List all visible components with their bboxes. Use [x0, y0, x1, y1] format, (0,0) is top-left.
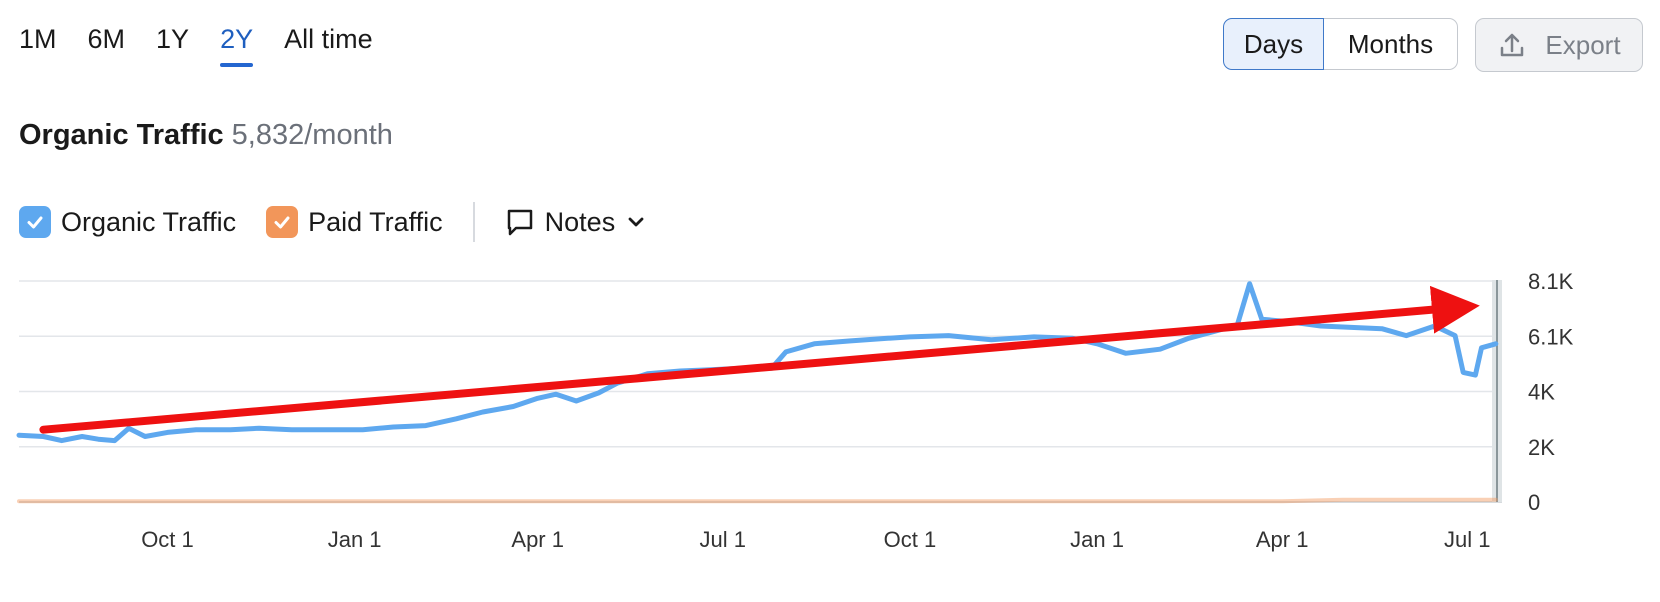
- x-tick-label: Jan 1: [1070, 527, 1124, 552]
- period-tabs: 1M 6M 1Y 2Y All time: [19, 24, 373, 67]
- traffic-value: 5,832/month: [231, 119, 393, 151]
- organic-checkbox-icon[interactable]: [19, 206, 51, 238]
- x-tick-label: Apr 1: [1256, 527, 1309, 552]
- x-tick-label: Oct 1: [141, 527, 194, 552]
- organic-traffic-line: [16, 281, 1499, 444]
- comment-icon: [507, 209, 532, 236]
- y-tick-label: 6.1K: [1528, 324, 1574, 349]
- period-tab-1y[interactable]: 1Y: [156, 24, 190, 54]
- paid-traffic-line: [17, 497, 1498, 504]
- traffic-chart: 8.1K 6.1K 4K 2K 0 Oct 1 Jan 1 Apr 1 Jul 1 Oct 1 J…: [16, 269, 1574, 552]
- chart-headline: Organic Traffic 5,832/month: [19, 119, 393, 152]
- legend-paid-traffic[interactable]: Paid Traffic: [266, 206, 443, 238]
- x-tick-label: Jan 1: [328, 527, 382, 552]
- x-tick-label: Apr 1: [511, 527, 564, 552]
- x-tick-label: Jul 1: [700, 527, 746, 552]
- chevron-down-icon: [628, 217, 644, 227]
- x-tick-label: Jul 1: [1444, 527, 1490, 552]
- legend-divider: [472, 202, 475, 242]
- days-button[interactable]: Days: [1223, 18, 1324, 70]
- export-label: Export: [1545, 29, 1621, 60]
- period-tab-all-time[interactable]: All time: [284, 24, 373, 54]
- export-button[interactable]: Export: [1475, 18, 1643, 72]
- period-tab-6m[interactable]: 6M: [87, 24, 126, 54]
- notes-label: Notes: [544, 206, 616, 237]
- y-tick-label: 8.1K: [1528, 269, 1574, 294]
- legend-organic-label: Organic Traffic: [61, 206, 237, 237]
- legend: Organic Traffic Paid Traffic Notes: [19, 202, 647, 242]
- page-title: Organic Traffic: [19, 119, 224, 151]
- granularity-toggle: Days Months: [1223, 18, 1458, 70]
- period-tab-1m[interactable]: 1M: [19, 24, 57, 54]
- y-tick-label: 0: [1528, 490, 1540, 515]
- notes-dropdown[interactable]: Notes: [505, 207, 648, 238]
- legend-paid-label: Paid Traffic: [308, 206, 443, 237]
- y-tick-label: 4K: [1528, 380, 1555, 405]
- y-tick-label: 2K: [1528, 435, 1555, 460]
- paid-checkbox-icon[interactable]: [266, 206, 299, 238]
- legend-organic-traffic[interactable]: Organic Traffic: [19, 206, 236, 238]
- months-button[interactable]: Months: [1324, 18, 1458, 70]
- x-tick-label: Oct 1: [884, 527, 937, 552]
- upload-icon: [1501, 33, 1524, 57]
- trend-arrow: [39, 285, 1480, 434]
- period-tab-2y[interactable]: 2Y: [220, 24, 254, 67]
